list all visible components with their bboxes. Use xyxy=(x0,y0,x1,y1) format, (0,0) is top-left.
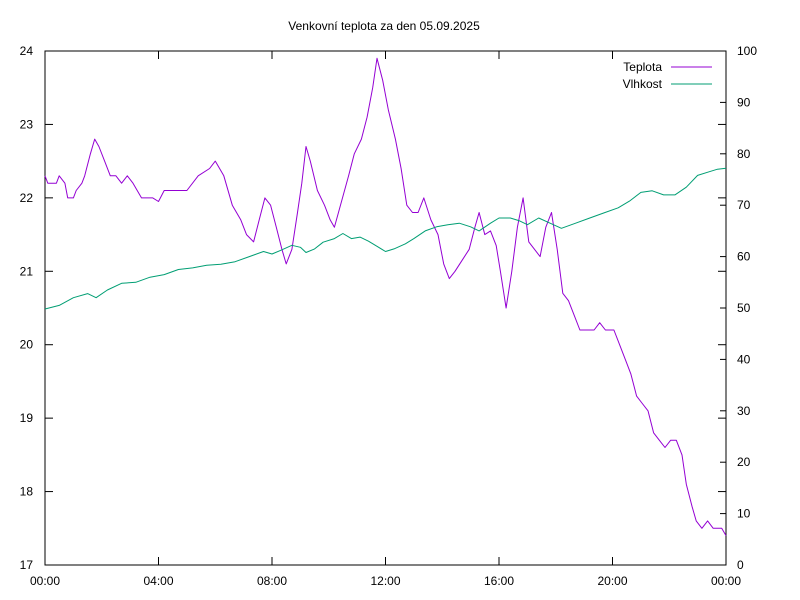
left-tick-label: 19 xyxy=(20,411,34,425)
series-line-vlhkost xyxy=(44,167,727,310)
left-tick-label: 22 xyxy=(20,191,34,205)
left-tick-label: 24 xyxy=(20,44,34,58)
right-tick-label: 50 xyxy=(737,301,751,315)
legend: Teplota Vlhkost xyxy=(623,60,712,91)
left-tick-label: 23 xyxy=(20,117,34,131)
legend-label-vlhkost: Vlhkost xyxy=(623,77,663,91)
right-tick-label: 0 xyxy=(737,558,744,572)
x-tick-label: 16:00 xyxy=(484,574,514,588)
left-tick-label: 21 xyxy=(20,264,34,278)
right-tick-label: 80 xyxy=(737,147,751,161)
left-tick-label: 20 xyxy=(20,338,34,352)
legend-label-teplota: Teplota xyxy=(623,60,662,74)
right-tick-label: 40 xyxy=(737,352,751,366)
series-lines xyxy=(44,57,727,536)
series-line-teplota xyxy=(44,57,727,536)
x-tick-label: 20:00 xyxy=(597,574,627,588)
left-axis-ticks: 17 18 19 20 21 22 23 24 xyxy=(20,44,726,572)
chart-title: Venkovní teplota za den 05.09.2025 xyxy=(288,19,480,33)
right-axis-ticks: 0 10 20 30 40 50 60 70 80 90 100 xyxy=(720,44,757,572)
x-tick-label: 08:00 xyxy=(257,574,287,588)
right-tick-label: 20 xyxy=(737,455,751,469)
plot-area-frame xyxy=(44,50,727,566)
right-tick-label: 70 xyxy=(737,198,751,212)
x-tick-label: 00:00 xyxy=(30,574,60,588)
right-tick-label: 100 xyxy=(737,44,757,58)
right-tick-label: 30 xyxy=(737,404,751,418)
left-tick-label: 18 xyxy=(20,485,34,499)
right-tick-label: 90 xyxy=(737,95,751,109)
right-tick-label: 10 xyxy=(737,507,751,521)
left-tick-label: 17 xyxy=(20,558,34,572)
x-tick-label: 12:00 xyxy=(370,574,400,588)
right-tick-label: 60 xyxy=(737,250,751,264)
x-tick-label: 04:00 xyxy=(143,574,173,588)
x-axis-ticks: 00:00 04:00 08:00 12:00 16:00 20:00 00:00 xyxy=(30,51,741,588)
x-tick-label: 00:00 xyxy=(711,574,741,588)
